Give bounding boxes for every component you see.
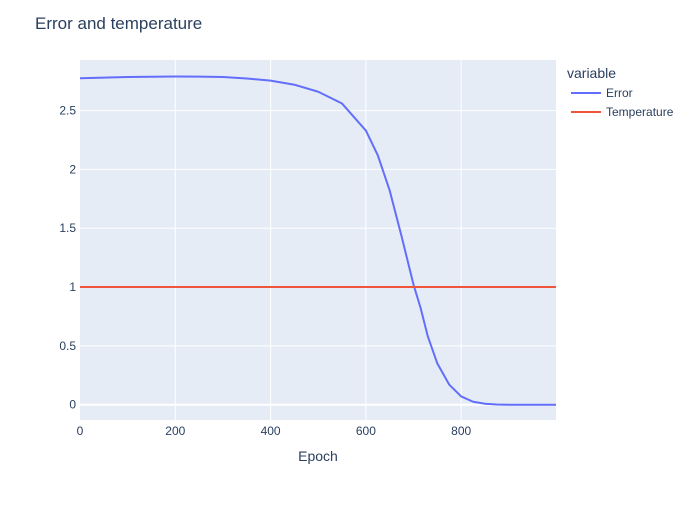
x-axis-title: Epoch <box>298 448 338 464</box>
y-tick-label: 2.5 <box>59 104 76 118</box>
y-tick-label: 1.5 <box>59 221 76 235</box>
legend-item-temperature[interactable]: Temperature <box>571 105 674 119</box>
tick-labels: 0 200 400 600 800 0 0.5 1 1.5 2 2.5 <box>59 104 471 438</box>
legend[interactable]: variable Error Temperature <box>567 65 674 119</box>
legend-items[interactable]: Error Temperature <box>571 86 674 119</box>
x-tick-label: 400 <box>261 424 281 438</box>
y-tick-label: 0 <box>69 398 76 412</box>
x-tick-label: 800 <box>451 424 471 438</box>
y-tick-label: 1 <box>69 280 76 294</box>
x-tick-label: 0 <box>77 424 84 438</box>
chart-title: Error and temperature <box>35 14 202 33</box>
legend-label: Temperature <box>606 105 674 119</box>
y-tick-label: 2 <box>69 162 76 176</box>
series-layer <box>79 75 556 406</box>
series-line-error <box>79 75 556 406</box>
plot-area <box>80 60 556 420</box>
legend-item-error[interactable]: Error <box>571 86 633 100</box>
y-tick-label: 0.5 <box>59 339 76 353</box>
x-tick-label: 200 <box>165 424 185 438</box>
legend-title: variable <box>567 65 616 81</box>
x-tick-label: 600 <box>356 424 376 438</box>
legend-label: Error <box>606 86 633 100</box>
